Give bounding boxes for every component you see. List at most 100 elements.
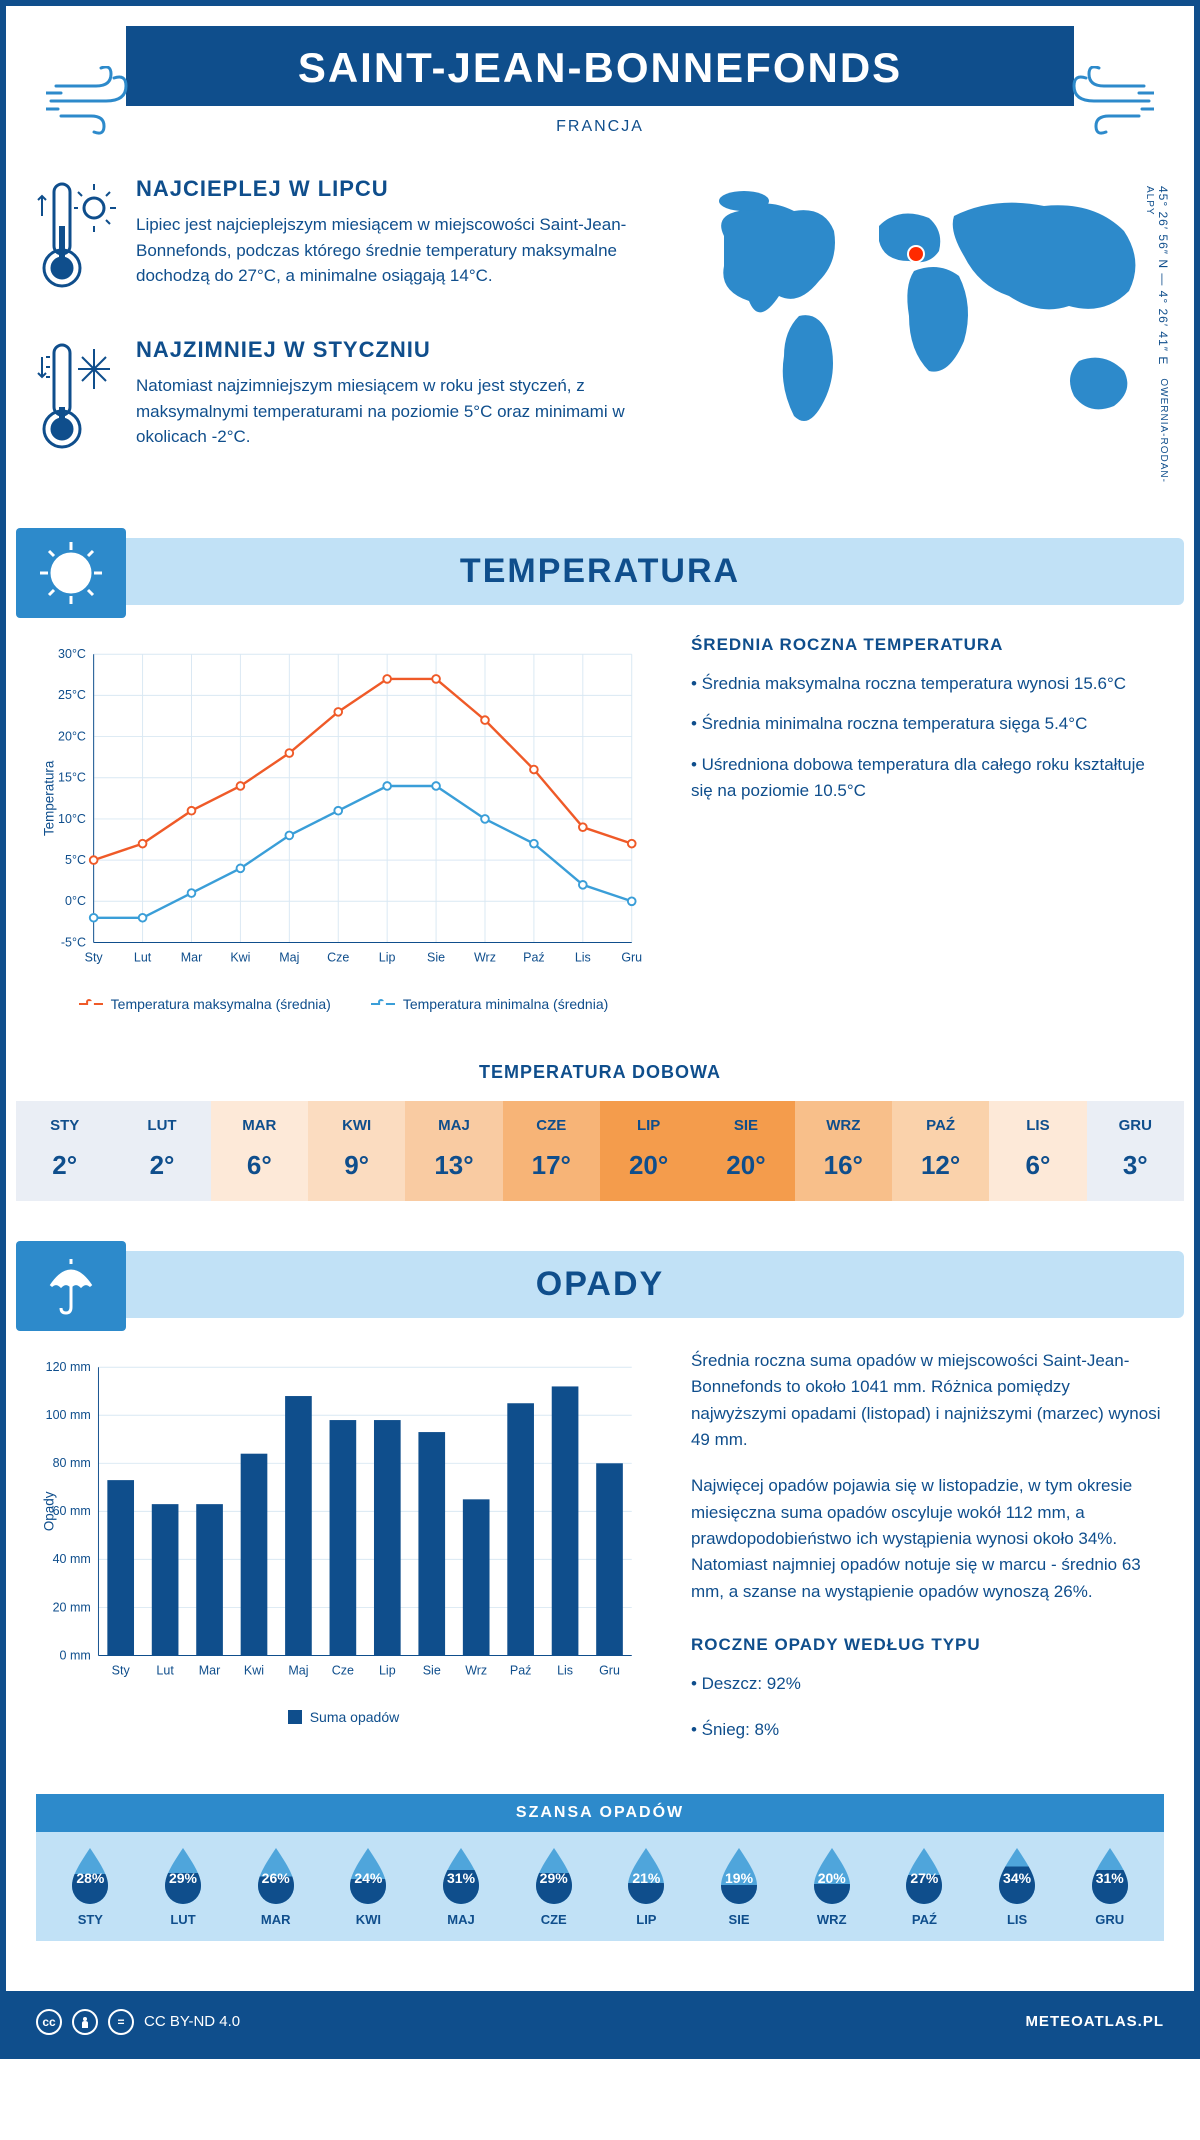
svg-text:Gru: Gru [599, 1664, 620, 1678]
chance-cell: 29% LUT [137, 1846, 230, 1927]
stat-line: • Średnia minimalna roczna temperatura s… [691, 711, 1164, 737]
chance-cell: 31% MAJ [415, 1846, 508, 1927]
svg-text:Lut: Lut [156, 1664, 174, 1678]
daily-temp-cell: GRU3° [1087, 1101, 1184, 1201]
drop-icon: 26% [252, 1846, 300, 1904]
wind-icon [1054, 66, 1154, 136]
precip-chart: 0 mm20 mm40 mm60 mm80 mm100 mm120 mmStyL… [36, 1348, 651, 1764]
license: cc = CC BY-ND 4.0 [36, 2009, 240, 2035]
drop-icon: 24% [344, 1846, 392, 1904]
chance-cell: 29% CZE [507, 1846, 600, 1927]
svg-text:-5°C: -5°C [61, 935, 86, 949]
svg-text:0 mm: 0 mm [60, 1648, 91, 1662]
precip-text-2: Najwięcej opadów pojawia się w listopadz… [691, 1473, 1164, 1605]
drop-icon: 21% [622, 1846, 670, 1904]
header: SAINT-JEAN-BONNEFONDS FRANCJA [6, 26, 1194, 136]
chance-cell: 31% GRU [1063, 1846, 1156, 1927]
type-line: • Śnieg: 8% [691, 1717, 1164, 1743]
precip-body: 0 mm20 mm40 mm60 mm80 mm100 mm120 mmStyL… [6, 1348, 1194, 1794]
svg-text:10°C: 10°C [58, 812, 86, 826]
svg-text:Sie: Sie [423, 1664, 441, 1678]
hot-text: Lipiec jest najcieplejszym miesiącem w m… [136, 212, 644, 289]
svg-text:Sty: Sty [112, 1664, 131, 1678]
drop-icon: 29% [159, 1846, 207, 1904]
svg-text:5°C: 5°C [65, 853, 86, 867]
svg-text:Wrz: Wrz [465, 1664, 487, 1678]
svg-text:Cze: Cze [332, 1664, 354, 1678]
svg-text:30°C: 30°C [58, 647, 86, 661]
daily-temp-title: TEMPERATURA DOBOWA [6, 1062, 1194, 1083]
title-banner: SAINT-JEAN-BONNEFONDS [126, 26, 1074, 106]
wind-icon [46, 66, 146, 136]
svg-text:25°C: 25°C [58, 688, 86, 702]
coordinates: 45° 26′ 56″ N — 4° 26′ 41″ E OWERNIA-ROD… [1142, 186, 1170, 498]
svg-text:15°C: 15°C [58, 771, 86, 785]
chance-cell: 34% LIS [971, 1846, 1064, 1927]
daily-temp-cell: LUT2° [113, 1101, 210, 1201]
drop-icon: 27% [900, 1846, 948, 1904]
svg-text:Wrz: Wrz [474, 951, 496, 965]
svg-text:Lip: Lip [379, 951, 396, 965]
drop-icon: 34% [993, 1846, 1041, 1904]
sun-icon [16, 528, 126, 618]
svg-text:Lut: Lut [134, 951, 152, 965]
map-column: 45° 26′ 56″ N — 4° 26′ 41″ E OWERNIA-ROD… [684, 176, 1164, 498]
daily-temp-cell: LIP20° [600, 1101, 697, 1201]
svg-text:Mar: Mar [181, 951, 203, 965]
svg-text:100 mm: 100 mm [46, 1408, 91, 1422]
umbrella-icon [16, 1241, 126, 1331]
svg-text:20°C: 20°C [58, 729, 86, 743]
daily-temp-grid: STY2°LUT2°MAR6°KWI9°MAJ13°CZE17°LIP20°SI… [16, 1101, 1184, 1201]
cc-icon: cc [36, 2009, 62, 2035]
svg-text:120 mm: 120 mm [46, 1360, 91, 1374]
nd-icon: = [108, 2009, 134, 2035]
brand: METEOATLAS.PL [1025, 2013, 1164, 2030]
footer: cc = CC BY-ND 4.0 METEOATLAS.PL [6, 1991, 1194, 2053]
temperature-legend: Temperatura maksymalna (średnia) Tempera… [36, 996, 651, 1012]
svg-text:60 mm: 60 mm [53, 1504, 91, 1518]
chance-cell: 21% LIP [600, 1846, 693, 1927]
precip-legend: Suma opadów [36, 1709, 651, 1725]
svg-text:0°C: 0°C [65, 894, 86, 908]
page-title: SAINT-JEAN-BONNEFONDS [126, 44, 1074, 92]
svg-text:Kwi: Kwi [244, 1664, 264, 1678]
stat-line: • Średnia maksymalna roczna temperatura … [691, 671, 1164, 697]
svg-text:Paź: Paź [523, 951, 545, 965]
svg-text:Sie: Sie [427, 951, 445, 965]
temperature-stats: ŚREDNIA ROCZNA TEMPERATURA • Średnia mak… [691, 635, 1164, 1012]
chance-cell: 28% STY [44, 1846, 137, 1927]
drop-icon: 31% [1086, 1846, 1134, 1904]
chance-cell: 24% KWI [322, 1846, 415, 1927]
daily-temp-cell: KWI9° [308, 1101, 405, 1201]
intro-row: NAJCIEPLEJ W LIPCU Lipiec jest najcieple… [6, 176, 1194, 538]
by-icon [72, 2009, 98, 2035]
thermometer-hot-icon [36, 176, 116, 301]
svg-text:Opady: Opady [41, 1491, 56, 1531]
chance-title: SZANSA OPADÓW [36, 1794, 1164, 1832]
intro-text-column: NAJCIEPLEJ W LIPCU Lipiec jest najcieple… [36, 176, 644, 498]
daily-temp-cell: MAR6° [211, 1101, 308, 1201]
svg-text:40 mm: 40 mm [53, 1552, 91, 1566]
precip-text-1: Średnia roczna suma opadów w miejscowośc… [691, 1348, 1164, 1453]
svg-text:Maj: Maj [279, 951, 299, 965]
chance-row: 28% STY 29% LUT 26% MAR [36, 1832, 1164, 1941]
drop-icon: 20% [808, 1846, 856, 1904]
svg-text:Mar: Mar [199, 1664, 221, 1678]
precip-types-title: ROCZNE OPADY WEDŁUG TYPU [691, 1635, 1164, 1655]
drop-icon: 29% [530, 1846, 578, 1904]
svg-text:Sty: Sty [85, 951, 104, 965]
precip-title: OPADY [16, 1265, 1184, 1304]
svg-text:80 mm: 80 mm [53, 1456, 91, 1470]
infographic-container: SAINT-JEAN-BONNEFONDS FRANCJA NAJCIEPLEJ… [0, 0, 1200, 2059]
daily-temp-cell: MAJ13° [405, 1101, 502, 1201]
stats-title: ŚREDNIA ROCZNA TEMPERATURA [691, 635, 1164, 655]
daily-temp-cell: LIS6° [989, 1101, 1086, 1201]
hot-block: NAJCIEPLEJ W LIPCU Lipiec jest najcieple… [36, 176, 644, 301]
world-map-icon [684, 176, 1164, 456]
type-line: • Deszcz: 92% [691, 1671, 1164, 1697]
chance-cell: 19% SIE [693, 1846, 786, 1927]
daily-temp-cell: CZE17° [503, 1101, 600, 1201]
daily-temp-cell: PAŹ12° [892, 1101, 989, 1201]
temperature-chart: -5°C0°C5°C10°C15°C20°C25°C30°CStyLutMarK… [36, 635, 651, 1012]
precip-section-header: OPADY [16, 1251, 1184, 1318]
